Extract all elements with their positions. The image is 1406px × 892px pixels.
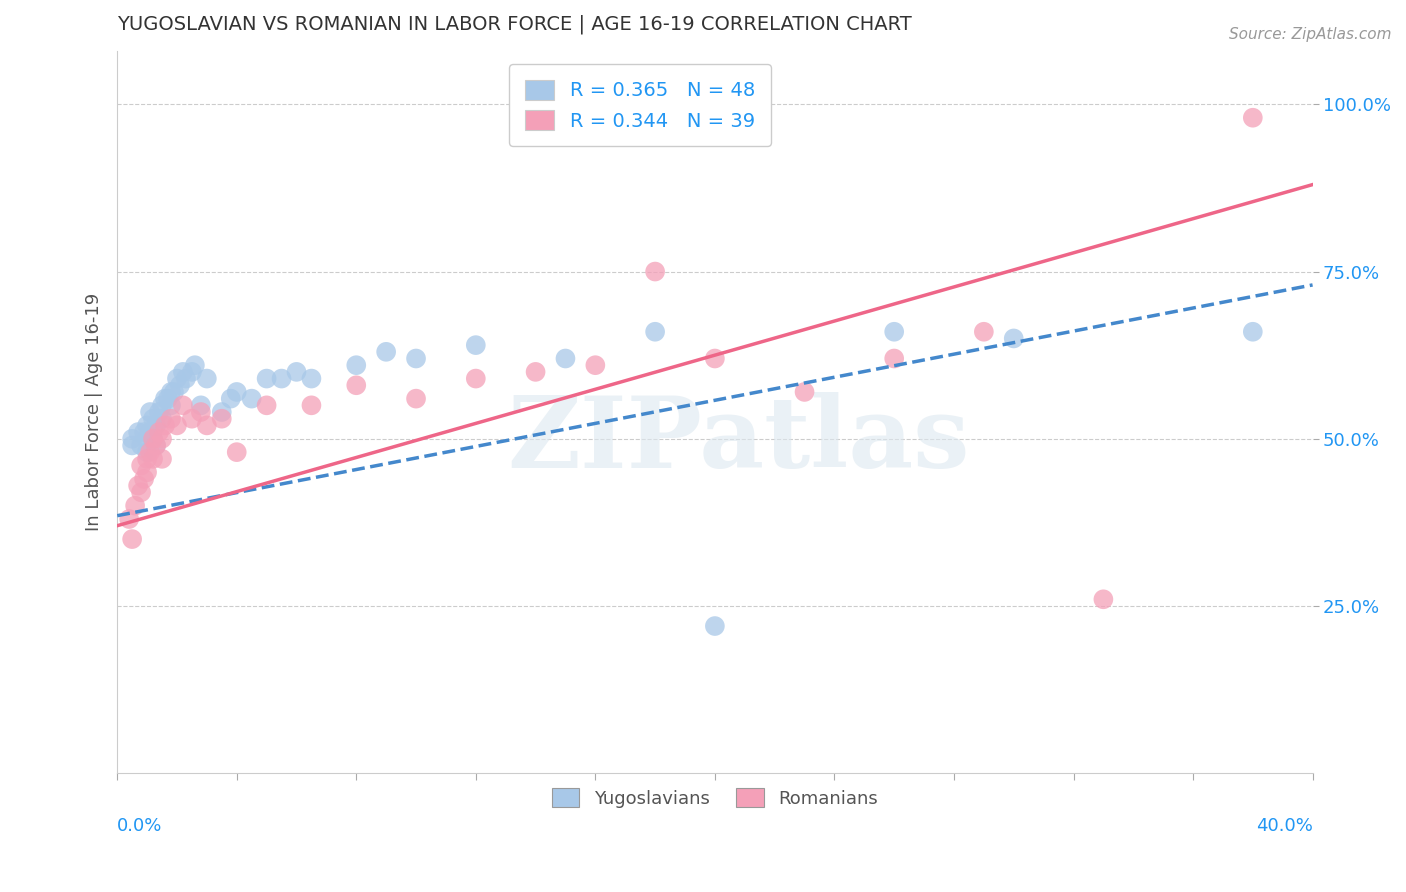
Text: Source: ZipAtlas.com: Source: ZipAtlas.com [1229,27,1392,42]
Point [163,384,186,399]
Point [145,418,167,433]
Point [145,438,167,452]
Point [160,384,183,399]
Point [156,392,179,406]
Point [160,398,183,412]
Point [142,432,165,446]
Point [285,365,308,379]
Legend: Yugoslavians, Romanians: Yugoslavians, Romanians [544,780,884,814]
Point [883,325,905,339]
Point [793,384,815,399]
Point [127,425,149,439]
Point [195,418,218,433]
Point [1241,111,1264,125]
Point [225,445,247,459]
Point [301,371,323,385]
Point [160,411,183,425]
Point [464,338,486,352]
Point [180,365,202,379]
Point [136,418,159,433]
Point [139,405,162,419]
Text: YUGOSLAVIAN VS ROMANIAN IN LABOR FORCE | AGE 16-19 CORRELATION CHART: YUGOSLAVIAN VS ROMANIAN IN LABOR FORCE |… [117,15,912,35]
Y-axis label: In Labor Force | Age 16-19: In Labor Force | Age 16-19 [86,293,103,531]
Point [139,445,162,459]
Point [136,465,159,479]
Point [150,411,173,425]
Point [190,398,212,412]
Point [153,418,176,433]
Point [524,365,547,379]
Point [124,499,146,513]
Point [145,438,167,452]
Point [127,478,149,492]
Point [118,512,141,526]
Point [375,344,398,359]
Point [121,438,143,452]
Point [166,418,188,433]
Point [148,405,170,419]
Point [973,325,995,339]
Point [344,358,367,372]
Point [136,451,159,466]
Point [132,425,155,439]
Point [703,619,725,633]
Point [150,432,173,446]
Text: ZIPatlas: ZIPatlas [508,392,970,490]
Point [184,358,207,372]
Point [211,411,233,425]
Point [644,264,666,278]
Point [211,405,233,419]
Point [883,351,905,366]
Point [1002,331,1025,345]
Point [703,351,725,366]
Point [150,451,173,466]
Point [1241,325,1264,339]
Point [1092,592,1115,607]
Point [174,371,197,385]
Point [139,425,162,439]
Point [405,392,427,406]
Point [583,358,606,372]
Point [121,432,143,446]
Point [344,378,367,392]
Point [166,371,188,385]
Point [169,378,191,392]
Point [172,365,194,379]
Point [301,398,323,412]
Point [121,532,143,546]
Text: 0.0%: 0.0% [117,816,163,835]
Point [153,392,176,406]
Point [180,411,202,425]
Point [256,371,278,385]
Point [136,432,159,446]
Point [150,398,173,412]
Point [225,384,247,399]
Point [142,411,165,425]
Point [190,405,212,419]
Point [172,398,194,412]
Point [270,371,292,385]
Text: 40.0%: 40.0% [1256,816,1313,835]
Point [256,398,278,412]
Point [132,472,155,486]
Point [142,432,165,446]
Point [129,438,152,452]
Point [219,392,242,406]
Point [129,458,152,473]
Point [129,485,152,500]
Point [148,425,170,439]
Point [195,371,218,385]
Point [240,392,263,406]
Point [464,371,486,385]
Point [136,445,159,459]
Point [644,325,666,339]
Point [142,451,165,466]
Point [554,351,576,366]
Point [405,351,427,366]
